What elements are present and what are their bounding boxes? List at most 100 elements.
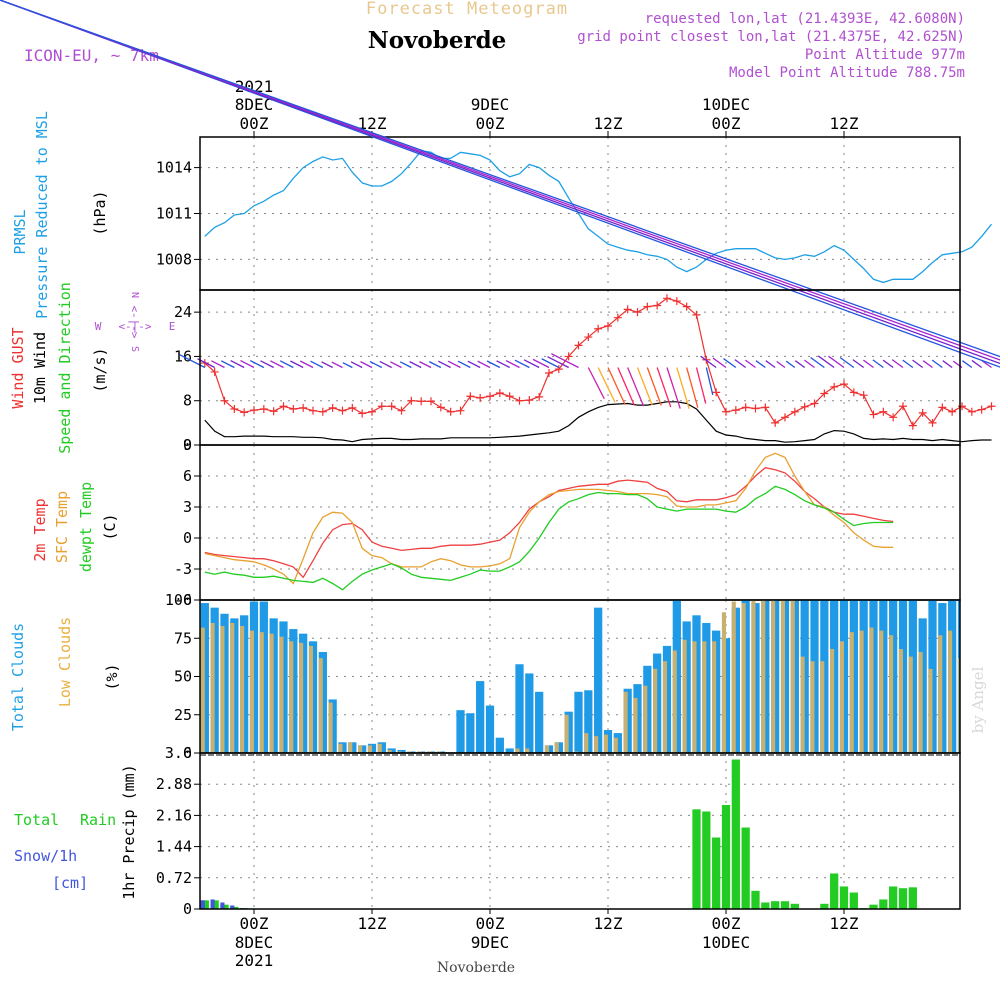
wind-gust-point <box>594 324 603 333</box>
wind-arrow <box>523 359 540 369</box>
low-cloud-bar <box>662 661 667 753</box>
low-cloud-bar <box>741 603 746 753</box>
wind-gust-point <box>731 406 740 415</box>
rain-bar <box>898 888 908 909</box>
requested-coords: requested lon,lat (21.4393E, 42.6080N) <box>645 11 965 27</box>
wind-gust-point <box>417 397 426 406</box>
top-day-label: 10DEC <box>702 95 750 114</box>
bottom-year: 2021 <box>235 951 274 970</box>
wind-gust-point <box>210 367 219 376</box>
bottom-day-label: 10DEC <box>702 933 750 952</box>
snow-label: Snow/1h <box>14 847 77 865</box>
wind-gust-point <box>967 407 976 416</box>
total-cloud-bar <box>505 748 514 753</box>
wind-arrow <box>514 359 530 369</box>
model-label: ICON-EU, ~ 7km <box>24 46 159 65</box>
cloud-unit: (%) <box>103 663 121 690</box>
low-cloud-bar <box>761 600 766 753</box>
wind-10m-label: 10m Wind <box>31 332 49 404</box>
svg-text:S: S <box>129 346 140 352</box>
y-tick-label: 100 <box>165 591 192 609</box>
wind-arrow <box>342 362 353 369</box>
low-cloud-bar <box>348 742 353 753</box>
location-title: Novoberde <box>368 27 507 54</box>
wind-arrow <box>428 361 442 369</box>
wind-arrow <box>551 353 579 369</box>
low-cloud-bar <box>653 668 658 753</box>
wind-arrow <box>686 367 699 408</box>
wind-arrow <box>828 355 845 369</box>
wind-arrow <box>676 367 690 409</box>
temperature-panel: -6 -3 0 3 6 9 <box>174 436 961 609</box>
bottom-day-label: 9DEC <box>471 933 510 952</box>
wind-gust-point <box>368 407 376 416</box>
low-clouds-label: Low Clouds <box>56 617 74 707</box>
panel-frame <box>199 444 961 601</box>
wind-gust-point <box>495 388 504 397</box>
wind-gust-point <box>741 403 750 412</box>
wind-arrow <box>486 360 501 369</box>
wind-arrow <box>321 361 333 369</box>
total-cloud-bar <box>672 600 681 753</box>
rain-bar <box>721 805 731 909</box>
low-cloud-bar <box>417 751 422 753</box>
rain-bar <box>780 901 790 909</box>
low-cloud-bar <box>898 648 903 753</box>
total-rain-label-b: Rain <box>80 811 116 829</box>
wind-arrow <box>390 361 402 369</box>
wind-arrow <box>279 360 294 369</box>
y-tick-label: 1.44 <box>156 838 192 856</box>
low-cloud-bar <box>938 635 943 753</box>
wind-gust-point <box>653 301 662 310</box>
pressure-panel: 1008 1011 1014 <box>156 136 993 291</box>
top-hour-label: 00Z <box>712 114 741 133</box>
total-cloud-bar <box>466 713 475 753</box>
top-hour-label: 00Z <box>240 114 269 133</box>
wind-gust-point <box>574 341 583 350</box>
wind-arrow <box>804 359 815 369</box>
wind-gust-point <box>761 403 770 412</box>
wind-arrow <box>617 367 635 406</box>
wind-gust-point <box>299 403 308 412</box>
rain-bar <box>869 904 878 909</box>
wind-arrow <box>369 360 383 369</box>
rain-bar <box>702 811 711 909</box>
top-hour-label: 12Z <box>358 114 387 133</box>
wind-arrow <box>810 356 825 369</box>
y-tick-label: 0.72 <box>156 869 192 887</box>
wind-arrow <box>299 360 314 369</box>
total-cloud-bar <box>879 600 888 753</box>
wind-arrow <box>872 359 884 369</box>
y-tick-label: 3 <box>183 498 192 516</box>
y-tick-label: 9 <box>183 436 192 454</box>
rain-bar <box>830 873 839 909</box>
wind-gust-point <box>564 352 573 361</box>
wind-gust-point <box>525 396 534 405</box>
low-cloud-bar <box>810 661 815 753</box>
bottom-hour-label: 12Z <box>358 914 387 933</box>
rain-bar <box>790 903 799 909</box>
total-cloud-bar <box>485 705 495 753</box>
low-cloud-bar <box>397 751 402 753</box>
precip-unit: 1hr Precip (mm) <box>120 764 138 899</box>
total-cloud-bar <box>702 622 711 753</box>
low-cloud-bar <box>790 600 795 753</box>
rain-bar <box>692 809 701 909</box>
wind-arrow <box>0 0 1000 358</box>
low-cloud-bar <box>643 685 648 753</box>
top-hour-label: 12Z <box>830 114 859 133</box>
rain-bar <box>741 827 750 909</box>
y-tick-label: 0 <box>183 529 192 547</box>
low-cloud-bar <box>682 639 687 753</box>
wind-arrow <box>695 367 707 404</box>
wind-arrow <box>745 359 756 369</box>
low-cloud-bar <box>839 641 844 753</box>
precip-panel: 0 0.72 1.44 2.16 2.88 3.6 <box>156 744 961 918</box>
y-tick-label: 24 <box>174 303 192 321</box>
wind-gust-point <box>663 294 671 303</box>
wind-arrow <box>249 360 265 369</box>
total-cloud-bar <box>790 600 799 753</box>
wind-arrow <box>734 359 747 369</box>
y-tick-label: 0 <box>183 900 192 918</box>
low-cloud-bar <box>584 733 589 753</box>
